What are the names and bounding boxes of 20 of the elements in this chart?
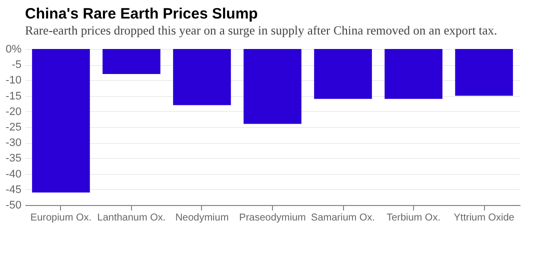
y-tick-label: -25	[6, 122, 22, 134]
y-tick-label: -10	[6, 74, 22, 87]
x-tick-label: Neodymium	[175, 212, 229, 224]
x-tick-label: Yttrium Oxide	[454, 212, 515, 224]
x-tick-label: Terbium Ox.	[386, 212, 440, 224]
y-tick-label: -35	[6, 152, 22, 165]
y-tick-label: -5	[12, 59, 22, 72]
y-tick-label: -15	[6, 90, 22, 102]
y-tick-label: -50	[6, 200, 22, 212]
chart-title: China's Rare Earth Prices Slump	[25, 6, 258, 22]
y-tick-label: -45	[6, 184, 22, 196]
y-tick-label: -20	[6, 106, 22, 118]
chart-subtitle: Rare-earth prices dropped this year on a surge in supply after China removed on an export tax.	[25, 24, 498, 38]
x-tick-label: Samarium Ox.	[311, 212, 375, 224]
y-tick-label: 0%	[6, 44, 22, 56]
y-tick-label: -40	[6, 168, 22, 180]
x-tick-label: Praseodymium	[239, 212, 306, 224]
x-tick-label: Europium Ox.	[30, 212, 92, 224]
y-tick-label: -30	[6, 137, 22, 150]
x-tick-label: Lanthanum Ox.	[97, 212, 166, 224]
